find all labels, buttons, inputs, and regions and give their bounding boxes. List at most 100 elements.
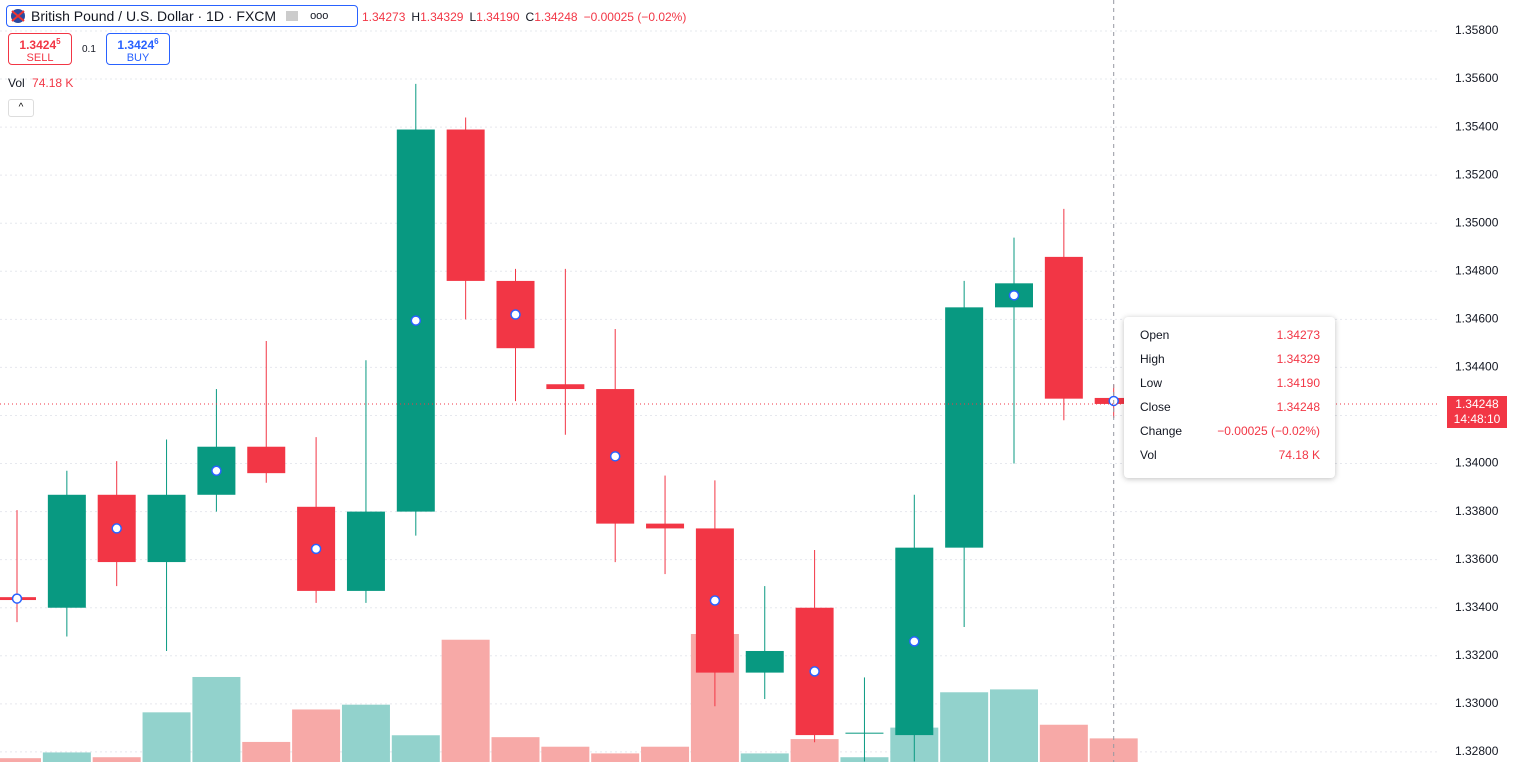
y-tick-label: 1.35000 [1455, 215, 1499, 229]
sell-label: SELL [26, 52, 54, 64]
volume-bar [1089, 738, 1138, 762]
candle-body [147, 494, 186, 563]
volume-bar [42, 752, 91, 762]
y-tick-label: 1.35200 [1455, 167, 1499, 181]
low-label: L [469, 10, 477, 24]
candle-body [47, 494, 86, 608]
marker [809, 666, 820, 677]
y-tick-label: 1.34600 [1455, 312, 1499, 326]
tooltip-value: 1.34248 [1276, 400, 1320, 414]
high-value: 1.34329 [420, 10, 464, 24]
volume-bar [192, 676, 241, 762]
symbol-title: British Pound / U.S. Dollar · 1D · FXCM [31, 8, 277, 24]
sell-price: 1.3424 [19, 38, 57, 52]
marker [510, 309, 521, 320]
y-tick-label: 1.33400 [1455, 600, 1499, 614]
tooltip-label: Change [1140, 424, 1183, 438]
volume-bar [491, 737, 540, 762]
tooltip-row: Vol 74.18 K [1140, 448, 1320, 462]
volume-bar [591, 753, 640, 762]
volume-bar [990, 689, 1038, 762]
tooltip-row: Change −0.00025 (−0.02%) [1140, 424, 1320, 438]
marker [609, 451, 621, 462]
tooltip: Open 1.34273 High 1.34329 Low 1.34190 Close 1.3… [1124, 317, 1335, 478]
tooltip-label: Close [1140, 400, 1171, 414]
ohlc-legend: 1.34273 H1.34329 L1.34190 C1.34248 −0.00025 … [362, 10, 692, 24]
symbol-box[interactable]: British Pound / U.S. Dollar · 1D · FXCM … [6, 5, 358, 27]
tooltip-row: High 1.34329 [1140, 352, 1320, 366]
buy-pip: 6 [154, 37, 159, 46]
y-tick-label: 1.34800 [1455, 263, 1499, 277]
y-tick-label: 1.35800 [1455, 23, 1499, 37]
high-label: H [411, 10, 421, 24]
y-tick-label: 1.35600 [1455, 71, 1499, 85]
volume-bar [940, 692, 989, 762]
y-tick-label: 1.33000 [1455, 696, 1499, 710]
sell-pip: 5 [56, 37, 61, 46]
volume-bar [790, 739, 839, 762]
low-value: 1.34190 [476, 10, 520, 24]
volume-bar [541, 746, 590, 762]
close-label: C [525, 10, 535, 24]
y-tick-label: 1.32800 [1455, 744, 1499, 758]
marker [709, 595, 721, 606]
volume-bar [441, 639, 490, 762]
price-tag-countdown: 14:48:10 [1453, 412, 1501, 426]
marker [310, 543, 322, 555]
volume-value: 74.18 K [32, 76, 74, 90]
close-value: 1.34248 [534, 10, 578, 24]
sell-button[interactable]: 1.34245 SELL [8, 33, 72, 65]
marker [909, 636, 920, 647]
y-tick-label: 1.34400 [1455, 360, 1499, 374]
buy-button[interactable]: 1.34246 BUY [106, 33, 170, 65]
volume-bar [1039, 724, 1088, 762]
volume-bar [92, 757, 141, 762]
y-tick-label: 1.35400 [1455, 119, 1499, 133]
marker [11, 593, 23, 604]
candle-body [646, 523, 685, 529]
volume-bar [242, 741, 291, 762]
tooltip-value: 1.34190 [1276, 376, 1320, 390]
y-tick-label: 1.34000 [1455, 456, 1499, 470]
tooltip-label: High [1140, 352, 1165, 366]
volume-bar [391, 735, 440, 762]
candle-body [247, 446, 286, 474]
tooltip-value: 1.34329 [1276, 352, 1320, 366]
open-value: 1.34273 [362, 10, 406, 24]
candle-body [945, 307, 984, 548]
flag-icon [11, 9, 25, 23]
tooltip-row: Close 1.34248 [1140, 400, 1320, 414]
candle-body [446, 129, 485, 281]
tooltip-value: 1.34273 [1276, 328, 1320, 342]
tooltip-label: Low [1140, 376, 1163, 390]
candle-body [346, 511, 385, 591]
tooltip-label: Vol [1140, 448, 1157, 462]
buy-label: BUY [126, 52, 150, 64]
buy-price: 1.3424 [117, 38, 155, 52]
volume-bar [341, 704, 390, 762]
y-tick-label: 1.33200 [1455, 648, 1499, 662]
volume-bar [292, 709, 341, 762]
price-tag-price: 1.34248 [1455, 397, 1499, 411]
marker [410, 315, 422, 326]
volume-bar [740, 753, 789, 762]
tooltip-label: Open [1140, 328, 1170, 342]
flag-button[interactable] [286, 11, 299, 21]
collapse-button[interactable]: ^ [8, 99, 34, 117]
tooltip-value: 74.18 K [1278, 448, 1320, 462]
tooltip-value: −0.00025 (−0.02%) [1217, 424, 1320, 438]
y-tick-label: 1.33800 [1455, 504, 1499, 518]
candle-body [745, 650, 784, 673]
volume-bar [0, 758, 41, 762]
marker [111, 523, 122, 534]
candle-body [845, 732, 884, 734]
change-value: −0.00025 (−0.02%) [583, 10, 687, 24]
volume-bar [142, 712, 191, 762]
volume-bar [641, 746, 690, 762]
marker [1008, 290, 1020, 301]
volume-label: Vol [8, 76, 25, 90]
candle-body [546, 384, 585, 390]
more-button[interactable]: ooo [310, 10, 329, 22]
y-tick-label: 1.33600 [1455, 552, 1499, 566]
candle-body [1044, 256, 1083, 399]
